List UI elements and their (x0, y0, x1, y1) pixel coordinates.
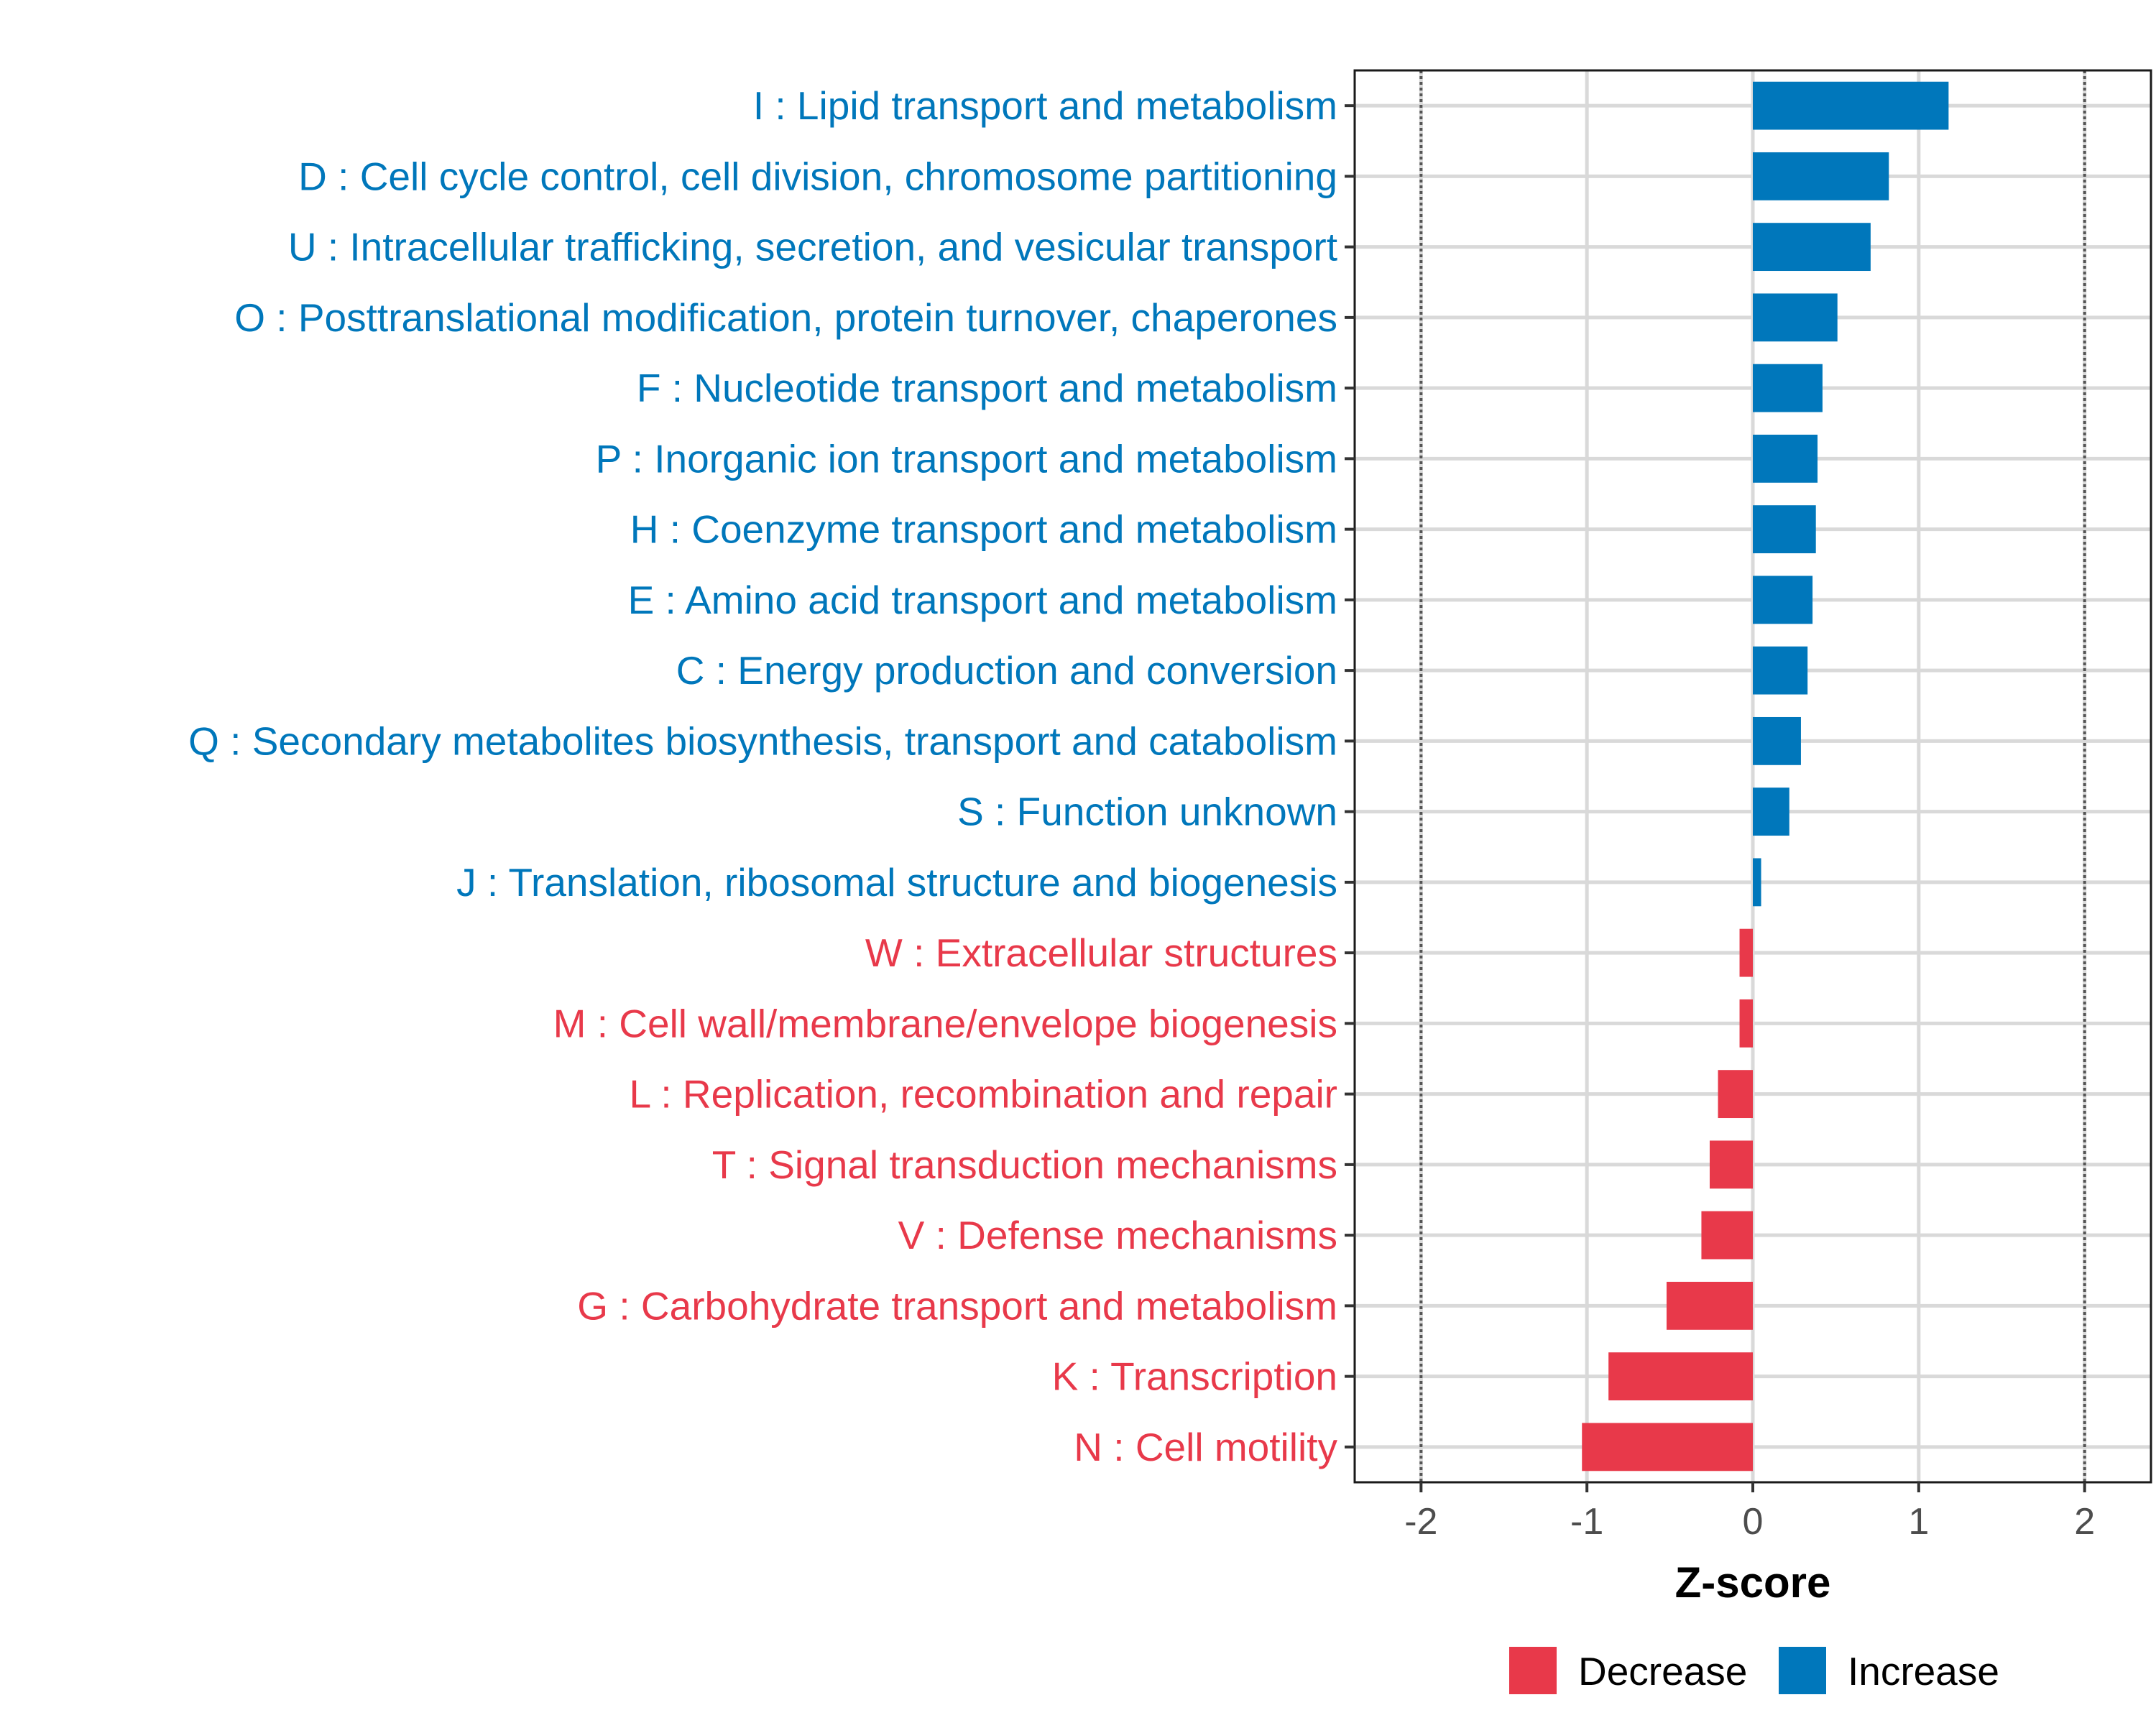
legend-swatch-decrease (1509, 1647, 1557, 1694)
y-tick-label: N : Cell motility (1074, 1425, 1337, 1469)
bar (1753, 787, 1789, 836)
x-tick-label: 2 (2074, 1501, 2095, 1543)
bar (1582, 1423, 1753, 1471)
bar (1753, 81, 1949, 130)
y-tick-label: W : Extracellular structures (865, 930, 1337, 975)
bar (1753, 576, 1813, 624)
bars (1582, 81, 1949, 1471)
x-axis-ticks: -2 -1 0 1 2 (1404, 1482, 2095, 1543)
y-tick-label: K : Transcription (1052, 1354, 1337, 1399)
bar (1753, 293, 1838, 342)
y-tick-label: I : Lipid transport and metabolism (753, 83, 1337, 128)
x-tick-label: 1 (1908, 1501, 1929, 1543)
bar (1608, 1352, 1753, 1401)
y-tick-label: P : Inorganic ion transport and metaboli… (596, 436, 1337, 481)
bar (1753, 716, 1801, 765)
bar (1753, 152, 1889, 200)
y-tick-label: O : Posttranslational modification, prot… (234, 295, 1337, 340)
y-tick-label: E : Amino acid transport and metabolism (628, 578, 1337, 622)
y-tick-label: L : Replication, recombination and repai… (630, 1072, 1337, 1117)
bar (1666, 1281, 1753, 1330)
y-tick-label: J : Translation, ribosomal structure and… (456, 860, 1337, 905)
y-tick-label: M : Cell wall/membrane/envelope biogenes… (553, 1001, 1337, 1045)
legend-label-decrease: Decrease (1578, 1649, 1747, 1694)
legend: Decrease Increase (1509, 1647, 1999, 1694)
y-tick-label: H : Coenzyme transport and metabolism (630, 507, 1337, 552)
bar (1753, 646, 1808, 695)
y-tick-label: S : Function unknown (957, 790, 1337, 834)
legend-label-increase: Increase (1848, 1649, 1999, 1694)
bar (1701, 1211, 1753, 1260)
bar (1739, 999, 1753, 1048)
bar (1753, 434, 1818, 483)
bar (1718, 1070, 1753, 1119)
y-tick-label: G : Carbohydrate transport and metabolis… (577, 1283, 1337, 1328)
y-tick-label: D : Cell cycle control, cell division, c… (298, 154, 1337, 198)
bar (1709, 1140, 1753, 1189)
y-tick-label: F : Nucleotide transport and metabolism (637, 366, 1337, 410)
bar (1753, 223, 1871, 272)
x-tick-label: -2 (1404, 1501, 1437, 1543)
y-axis-labels: I : Lipid transport and metabolism D : Ce… (188, 83, 1337, 1469)
y-tick-label: V : Defense mechanisms (898, 1213, 1337, 1257)
y-tick-label: T : Signal transduction mechanisms (712, 1142, 1337, 1187)
y-tick-label: Q : Secondary metabolites biosynthesis, … (188, 719, 1337, 763)
bar (1753, 364, 1823, 412)
legend-swatch-increase (1779, 1647, 1826, 1694)
x-tick-label: -1 (1570, 1501, 1603, 1543)
grid-layer (1355, 70, 2151, 1482)
y-axis-ticks (1345, 104, 1355, 1449)
x-tick-label: 0 (1743, 1501, 1764, 1543)
y-tick-label: C : Energy production and conversion (676, 648, 1337, 693)
x-axis-title: Z-score (1675, 1558, 1831, 1607)
bar (1753, 505, 1816, 554)
bar (1739, 928, 1753, 977)
bar (1753, 858, 1761, 907)
y-tick-label: U : Intracellular trafficking, secretion… (288, 225, 1337, 269)
